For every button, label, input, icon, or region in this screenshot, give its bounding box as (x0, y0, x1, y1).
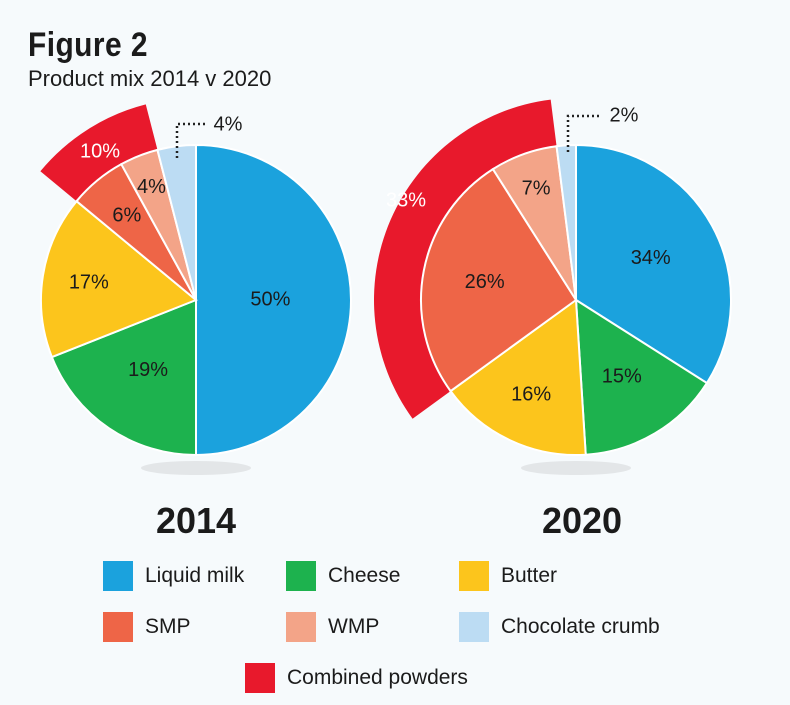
leader-line (566, 114, 600, 152)
legend-label: WMP (328, 615, 380, 638)
slice-smp (420, 167, 578, 393)
data-label-cheese: 19% (128, 359, 168, 381)
legend-item-liquid-milk: Liquid milk (103, 561, 244, 591)
slice-butter (40, 199, 198, 359)
slice-chocolate-crumb (555, 143, 577, 301)
legend-swatch (286, 612, 316, 642)
data-label-wmp: 7% (522, 177, 551, 199)
legend-label: Chocolate crumb (501, 615, 660, 638)
legend-swatch (286, 561, 316, 591)
legend-swatch (459, 561, 489, 591)
data-label-butter: 16% (511, 384, 551, 406)
data-label-liquid-milk: 50% (250, 288, 290, 310)
leader-line (175, 122, 205, 158)
legend-item-cheese: Cheese (286, 561, 400, 591)
pie-shadow (521, 461, 631, 475)
legend-swatch (459, 612, 489, 642)
legend-label: Liquid milk (145, 564, 245, 587)
slice-butter (449, 298, 587, 456)
figure-title: Figure 2 (28, 26, 148, 64)
legend-item-chocolate-crumb: Chocolate crumb (459, 612, 660, 642)
year-label-2020: 2020 (541, 500, 623, 541)
slice-cheese (50, 298, 197, 457)
figure-subtitle: Product mix 2014 v 2020 (28, 66, 272, 91)
pie-shadow (141, 461, 251, 475)
legend-label: Combined powders (287, 666, 468, 689)
year-label-2014: 2014 (155, 500, 237, 541)
data-label-combined-powders: 10% (80, 140, 120, 162)
data-label-butter: 17% (69, 271, 109, 293)
legend-swatch (103, 612, 133, 642)
legend-item-wmp: WMP (286, 612, 379, 642)
data-label-chocolate-crumb: 2% (610, 104, 639, 126)
legend-swatch (103, 561, 133, 591)
data-label-smp: 26% (465, 271, 505, 293)
legend-label: Cheese (328, 564, 401, 587)
data-label-combined-powders: 33% (386, 189, 426, 211)
ring-combined-powders (373, 99, 557, 419)
data-label-chocolate-crumb: 4% (214, 113, 243, 135)
legend-item-butter: Butter (459, 561, 557, 591)
legend-swatch (245, 663, 275, 693)
legend-item-combined-powders: Combined powders (245, 663, 468, 693)
legend-label: Butter (501, 564, 558, 587)
legend-item-smp: SMP (103, 612, 191, 642)
data-label-wmp: 4% (137, 176, 166, 198)
data-label-liquid-milk: 34% (631, 247, 671, 269)
ring-combined-powders (40, 104, 158, 203)
data-label-cheese: 15% (602, 366, 642, 388)
slice-liquid-milk (195, 143, 352, 457)
data-label-smp: 6% (112, 205, 141, 227)
legend-label: SMP (145, 615, 191, 638)
slice-cheese (574, 298, 709, 456)
